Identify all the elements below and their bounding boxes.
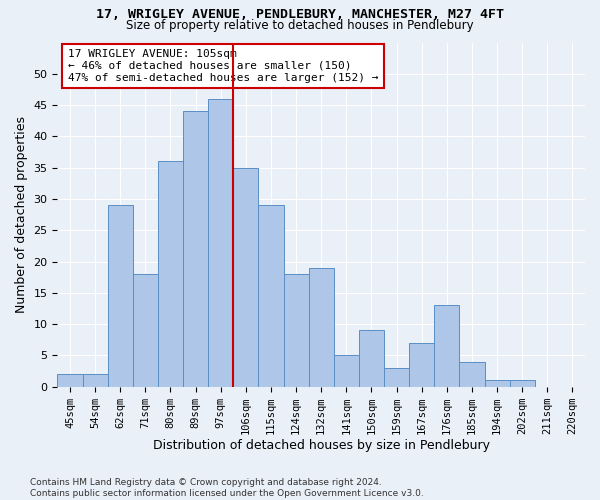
X-axis label: Distribution of detached houses by size in Pendlebury: Distribution of detached houses by size … (153, 440, 490, 452)
Bar (359, 330, 384, 386)
Text: 17 WRIGLEY AVENUE: 105sqm
← 46% of detached houses are smaller (150)
47% of semi: 17 WRIGLEY AVENUE: 105sqm ← 46% of detac… (68, 50, 379, 82)
Bar (158, 162, 183, 386)
Bar (460, 362, 485, 386)
Text: Contains HM Land Registry data © Crown copyright and database right 2024.
Contai: Contains HM Land Registry data © Crown c… (30, 478, 424, 498)
Bar (308, 268, 334, 386)
Bar (133, 274, 158, 386)
Bar (259, 205, 284, 386)
Bar (509, 380, 535, 386)
Bar (233, 168, 259, 386)
Bar (485, 380, 509, 386)
Bar (58, 374, 83, 386)
Bar (183, 112, 208, 386)
Y-axis label: Number of detached properties: Number of detached properties (15, 116, 28, 313)
Text: Size of property relative to detached houses in Pendlebury: Size of property relative to detached ho… (126, 18, 474, 32)
Bar (409, 343, 434, 386)
Bar (208, 99, 233, 386)
Bar (107, 205, 133, 386)
Text: 17, WRIGLEY AVENUE, PENDLEBURY, MANCHESTER, M27 4FT: 17, WRIGLEY AVENUE, PENDLEBURY, MANCHEST… (96, 8, 504, 20)
Bar (434, 306, 460, 386)
Bar (334, 356, 359, 386)
Bar (83, 374, 107, 386)
Bar (284, 274, 308, 386)
Bar (384, 368, 409, 386)
